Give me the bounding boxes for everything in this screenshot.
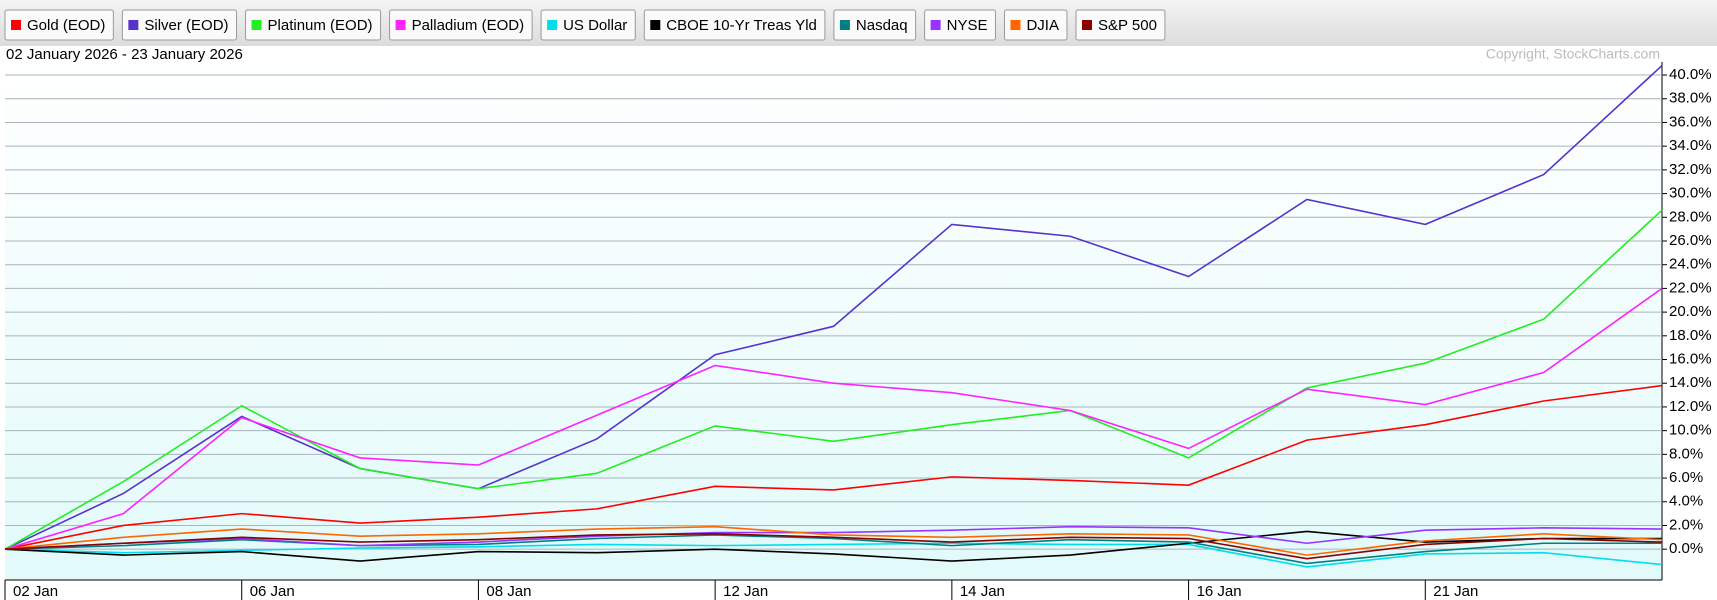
series-line [4,384,1663,550]
legend-item[interactable] [924,9,996,41]
legend-label: Nasdaq [856,17,908,34]
series-line [4,64,1663,550]
series-line [4,532,1663,560]
y-tick-label: 8.0% [1669,445,1703,462]
y-tick-label: 4.0% [1669,493,1703,510]
y-tick-label: 6.0% [1669,469,1703,486]
series-line [4,525,1663,556]
legend-swatch [930,20,941,30]
legend-swatch [839,20,850,30]
y-tick-label: 18.0% [1669,327,1712,344]
legend-label: S&P 500 [1098,17,1157,34]
legend-item[interactable] [1003,9,1068,41]
y-tick-label: 36.0% [1669,113,1712,130]
legend-label: Platinum (EOD) [268,17,373,34]
legend-label: Palladium (EOD) [412,17,525,34]
legend-swatch [1081,20,1092,30]
y-tick-label: 22.0% [1669,279,1712,296]
legend-swatch [11,20,21,30]
legend-item[interactable] [121,9,238,41]
y-tick-label: 30.0% [1669,185,1712,202]
legend-swatch [128,20,139,30]
legend-item[interactable] [833,9,917,41]
plot-area [5,62,1662,580]
y-tick-label: 2.0% [1669,516,1703,533]
y-tick-label: 14.0% [1669,374,1712,391]
y-tick-label: 38.0% [1669,90,1712,107]
y-tick-label: 20.0% [1669,303,1712,320]
y-tick-label: 16.0% [1669,350,1712,367]
subtitle: 02 January 2026 - 23 January 2026 [6,46,243,63]
series-line [4,530,1662,562]
legend-item[interactable] [245,9,382,41]
y-tick-label: 28.0% [1669,208,1712,225]
legend-swatch [547,20,558,30]
legend-label: CBOE 10-Yr Treas Yld [666,17,817,34]
y-tick-label: 0.0% [1669,540,1703,557]
x-tick-label: 21 Jan [1433,583,1478,600]
y-tick-label: 32.0% [1669,161,1712,178]
legend-item[interactable] [389,9,533,41]
legend-label: US Dollar [563,17,627,34]
copyright: Copyright, StockCharts.com [1486,46,1660,62]
x-tick-label: 16 Jan [1197,583,1242,600]
x-tick-label: 12 Jan [723,583,768,600]
y-tick-label: 26.0% [1669,232,1712,249]
y-tick-label: 34.0% [1669,137,1712,154]
legend-label: Silver (EOD) [144,17,228,34]
series-line [4,209,1663,550]
y-tick-label: 24.0% [1669,256,1712,273]
legend-item[interactable] [1075,9,1166,41]
y-tick-label: 10.0% [1669,422,1712,439]
series-line [4,542,1663,568]
series-line [4,287,1663,550]
series-line [4,525,1663,550]
legend-swatch [251,20,262,30]
x-tick-label: 08 Jan [486,583,531,600]
x-tick-label: 02 Jan [13,583,58,600]
legend-label: DJIA [1026,17,1059,34]
x-tick-label: 14 Jan [960,583,1005,600]
legend-swatch [650,20,661,30]
y-tick-label: 12.0% [1669,398,1712,415]
y-tick-label: 40.0% [1669,66,1712,83]
legend-label: NYSE [947,17,988,34]
legend-item[interactable] [643,9,826,41]
legend-label: Gold (EOD) [27,17,105,34]
x-tick-label: 06 Jan [250,583,295,600]
legend-item[interactable] [540,9,636,41]
legend-swatch [1010,20,1021,30]
legend-item[interactable] [4,9,114,41]
legend-swatch [395,20,406,30]
